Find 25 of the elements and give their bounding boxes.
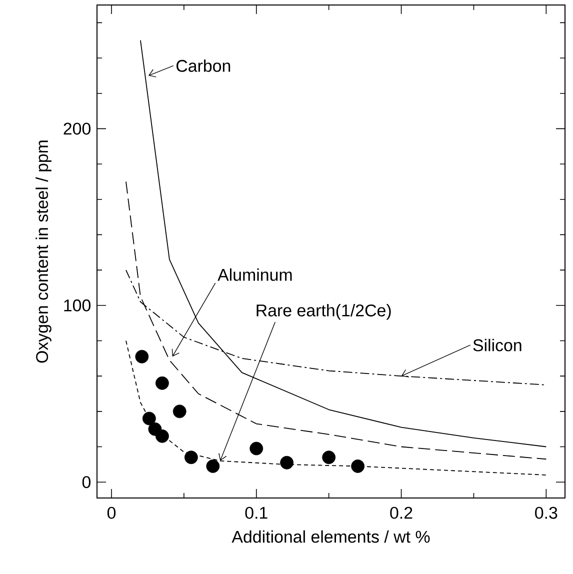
annotation: Silicon xyxy=(473,338,522,352)
point xyxy=(206,459,220,473)
line-series xyxy=(126,181,547,460)
annotation: Carbon xyxy=(176,59,230,72)
x-tick-label: 0.1 xyxy=(245,506,268,519)
annotation: Aluminum xyxy=(218,268,292,281)
x-axis-title: Additional elements / wt % xyxy=(232,530,430,543)
y-tick-label: 100 xyxy=(64,299,90,312)
point xyxy=(280,456,294,470)
point xyxy=(172,404,186,418)
point xyxy=(184,450,198,464)
annotation: Rare earth(1/2Ce) xyxy=(256,304,391,320)
x-tick-label: 0 xyxy=(107,506,116,519)
point xyxy=(142,412,156,426)
x-tick-label: 0.2 xyxy=(390,506,412,519)
point xyxy=(250,442,264,456)
point xyxy=(351,459,365,473)
point xyxy=(156,376,169,390)
point xyxy=(135,350,149,364)
point xyxy=(322,450,336,464)
y-tick-label: 0 xyxy=(82,476,91,488)
x-tick-label: 0.3 xyxy=(535,506,558,519)
y-axis-title: Oxygen content in steel / ppm xyxy=(36,140,52,363)
point xyxy=(156,429,169,443)
y-tick-label: 200 xyxy=(64,122,90,135)
